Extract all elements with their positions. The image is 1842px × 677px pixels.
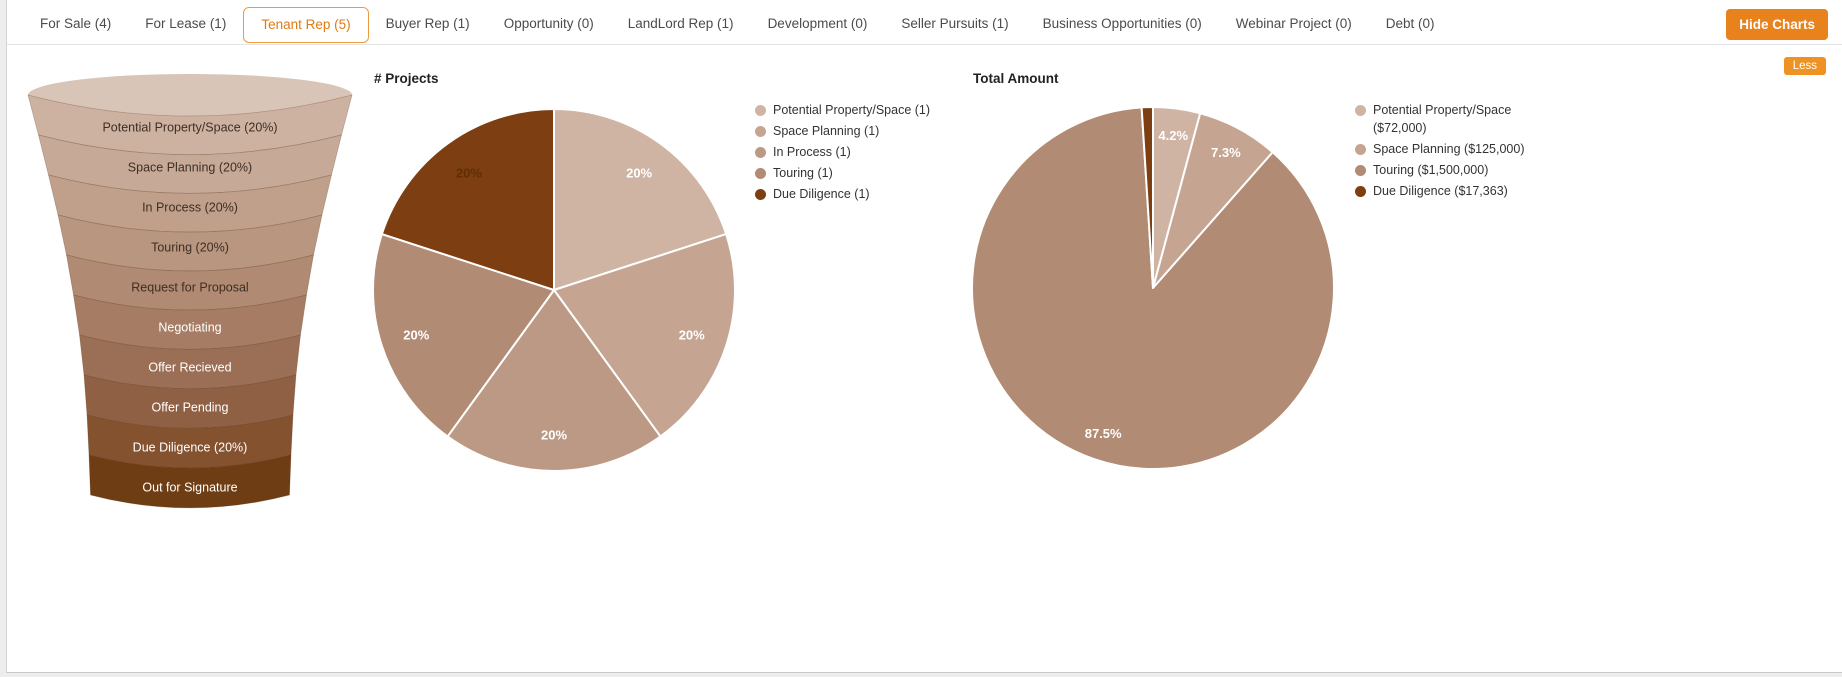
pie-slice-touring-1[interactable] — [372, 233, 555, 438]
projects-chart-title: # Projects — [374, 71, 439, 86]
legend-item-label: Touring (1) — [773, 166, 833, 180]
amount-legend: Potential Property/Space ($72,000) Space … — [1355, 101, 1533, 203]
legend-item-touring-1[interactable]: Touring (1) — [755, 164, 985, 182]
legend-bullet-icon — [1355, 105, 1366, 116]
pie-slice-in-process-1[interactable] — [446, 289, 662, 472]
funnel-segment-label: In Process (20%) — [142, 201, 238, 215]
legend-item-label: Due Diligence ($17,363) — [1373, 184, 1508, 198]
legend-item-label: Potential Property/Space ($72,000) — [1373, 103, 1512, 135]
funnel-segment-label: Due Diligence (20%) — [133, 441, 248, 455]
legend-item-touring-1-500-000[interactable]: Touring ($1,500,000) — [1355, 161, 1533, 179]
tab-business-opportunities[interactable]: Business Opportunities (0) — [1042, 16, 1202, 31]
amount-pie-chart: 4.2% 7.3% 87.5% — [971, 106, 1335, 470]
tab-landlord-rep[interactable]: LandLord Rep (1) — [627, 16, 734, 31]
projects-pie-chart: 20% 20% 20% 20% 20% — [372, 108, 736, 472]
less-button[interactable]: Less — [1783, 57, 1826, 75]
pie-percent-label: 20% — [456, 165, 482, 180]
funnel-chart: Potential Property/Space (20%) Space Plan… — [27, 73, 353, 509]
funnel-segment-label: Out for Signature — [142, 481, 237, 495]
legend-item-due-diligence-1[interactable]: Due Diligence (1) — [755, 185, 985, 203]
legend-item-space-planning-125-000[interactable]: Space Planning ($125,000) — [1355, 140, 1533, 158]
legend-item-label: Due Diligence (1) — [773, 187, 870, 201]
legend-bullet-icon — [755, 168, 766, 179]
legend-bullet-icon — [755, 147, 766, 158]
pie-slice-potential-property-space-1[interactable] — [553, 108, 728, 291]
funnel-segment-label: Offer Pending — [152, 401, 229, 415]
legend-bullet-icon — [755, 105, 766, 116]
funnel-segment-offer-recieved[interactable] — [79, 334, 301, 390]
dashboard-panel: For Sale (4) For Lease (1) Tenant Rep (5) B… — [6, 0, 1842, 673]
pie-percent-label: 87.5% — [1085, 426, 1122, 441]
funnel-segment-label: Potential Property/Space (20%) — [102, 121, 277, 135]
pie-percent-label: 20% — [679, 327, 705, 342]
funnel-segment-potential-property-space-20[interactable] — [27, 94, 353, 156]
pie-slice-due-diligence-1[interactable] — [380, 108, 555, 291]
legend-bullet-icon — [755, 189, 766, 200]
legend-item-label: In Process (1) — [773, 145, 851, 159]
tab-for-lease[interactable]: For Lease (1) — [145, 16, 227, 31]
tab-seller-pursuits[interactable]: Seller Pursuits (1) — [901, 16, 1009, 31]
projects-legend: Potential Property/Space (1) Space Planni… — [755, 101, 985, 206]
tab-tenant-rep[interactable]: Tenant Rep (5) — [243, 6, 369, 43]
funnel-segment-label: Touring (20%) — [151, 241, 229, 255]
legend-bullet-icon — [1355, 144, 1366, 155]
tab-development[interactable]: Development (0) — [767, 16, 868, 31]
legend-item-label: Space Planning (1) — [773, 124, 880, 138]
legend-item-label: Space Planning ($125,000) — [1373, 142, 1525, 156]
tab-opportunity[interactable]: Opportunity (0) — [503, 16, 594, 31]
amount-chart-title: Total Amount — [973, 71, 1059, 86]
pie-slice-due-diligence-17-363[interactable] — [1140, 106, 1154, 289]
pie-percent-label: 4.2% — [1158, 128, 1188, 143]
tab-webinar-project[interactable]: Webinar Project (0) — [1235, 16, 1352, 31]
legend-bullet-icon — [755, 126, 766, 137]
funnel-segment-out-for-signature[interactable] — [88, 454, 292, 509]
pie-percent-label: 20% — [626, 165, 652, 180]
pipeline-tabs: For Sale (4) For Lease (1) Tenant Rep (5) B… — [7, 4, 1842, 45]
legend-item-space-planning-1[interactable]: Space Planning (1) — [755, 122, 985, 140]
legend-bullet-icon — [1355, 165, 1366, 176]
funnel-segment-label: Request for Proposal — [131, 281, 248, 295]
tab-debt[interactable]: Debt (0) — [1385, 16, 1435, 31]
legend-item-label: Potential Property/Space (1) — [773, 103, 931, 117]
funnel-segment-label: Offer Recieved — [148, 361, 231, 375]
pie-percent-label: 20% — [403, 327, 429, 342]
legend-bullet-icon — [1355, 186, 1366, 197]
funnel-segment-in-process-20[interactable] — [47, 174, 333, 233]
hide-charts-button[interactable]: Hide Charts — [1726, 9, 1828, 40]
legend-item-potential-property-space-1[interactable]: Potential Property/Space (1) — [755, 101, 985, 119]
funnel-top-ellipse — [28, 73, 352, 117]
funnel-segment-touring-20[interactable] — [57, 214, 323, 272]
tab-for-sale[interactable]: For Sale (4) — [40, 16, 112, 31]
pie-percent-label: 20% — [541, 427, 567, 442]
tab-buyer-rep[interactable]: Buyer Rep (1) — [385, 16, 470, 31]
legend-item-potential-property-space-72-000[interactable]: Potential Property/Space ($72,000) — [1355, 101, 1533, 137]
pie-slice-space-planning-1[interactable] — [553, 233, 736, 438]
legend-item-label: Touring ($1,500,000) — [1373, 163, 1489, 177]
pie-percent-label: 7.3% — [1211, 145, 1241, 160]
funnel-segment-label: Negotiating — [158, 321, 221, 335]
legend-item-due-diligence-17-363[interactable]: Due Diligence ($17,363) — [1355, 182, 1533, 200]
legend-item-in-process-1[interactable]: In Process (1) — [755, 143, 985, 161]
funnel-segment-label: Space Planning (20%) — [128, 161, 252, 175]
